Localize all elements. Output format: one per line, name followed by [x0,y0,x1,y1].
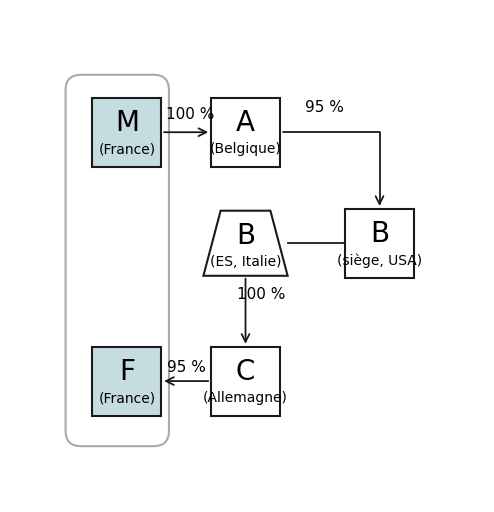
Text: (France): (France) [98,142,156,157]
Text: B: B [370,220,389,248]
Text: 95 %: 95 % [167,360,206,375]
Text: B: B [236,222,255,250]
Text: (France): (France) [98,391,156,406]
Text: 95 %: 95 % [305,100,343,115]
Text: (ES, Italie): (ES, Italie) [210,255,281,269]
FancyBboxPatch shape [92,98,161,167]
Text: 100 %: 100 % [166,108,214,122]
Text: (Belgique): (Belgique) [209,142,282,157]
FancyBboxPatch shape [345,209,414,278]
Text: F: F [119,357,135,386]
Text: (siège, USA): (siège, USA) [337,253,422,268]
FancyBboxPatch shape [92,347,161,416]
FancyBboxPatch shape [211,347,280,416]
Text: M: M [115,109,139,137]
Text: C: C [236,357,255,386]
Text: 100 %: 100 % [237,287,285,303]
FancyBboxPatch shape [211,98,280,167]
Text: (Allemagne): (Allemagne) [203,391,288,406]
Polygon shape [204,211,288,276]
Text: A: A [236,109,255,137]
